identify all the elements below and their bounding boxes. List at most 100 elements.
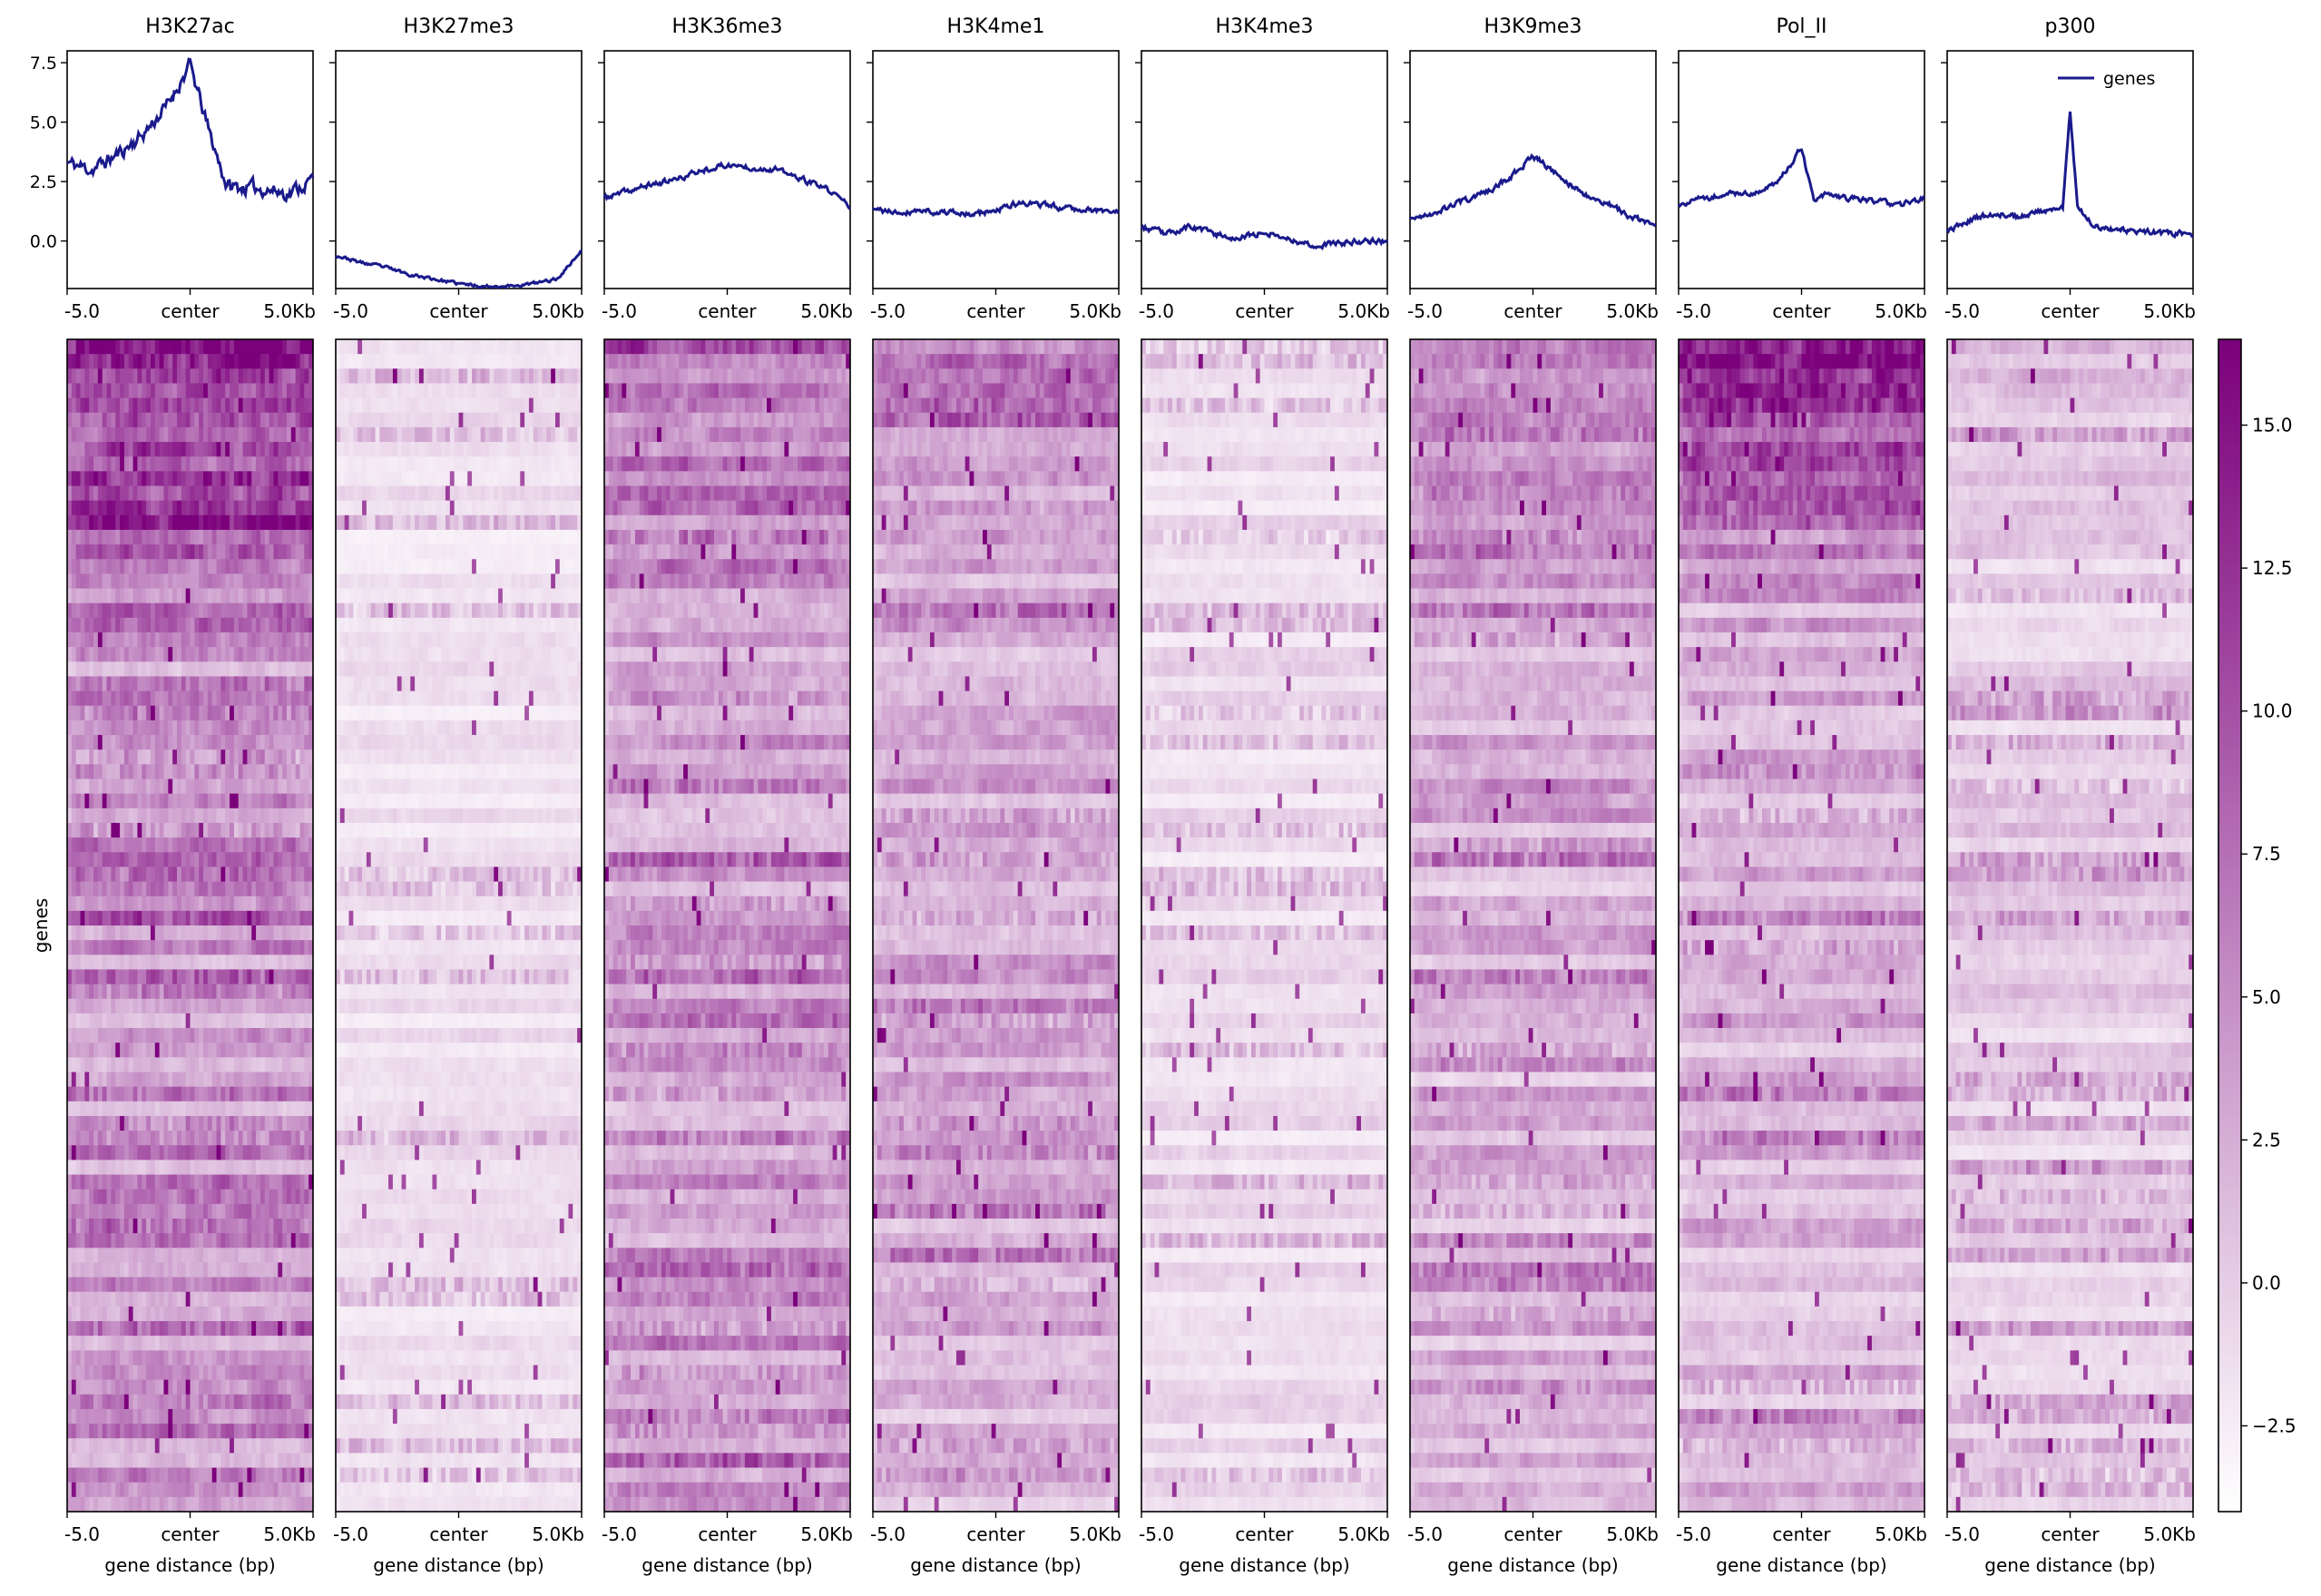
- heat-cell: [111, 720, 116, 736]
- heat-cell: [172, 998, 178, 1014]
- heat-cell: [299, 514, 305, 531]
- heat-cell: [278, 1086, 283, 1102]
- heat-cell: [75, 778, 82, 795]
- heat-cell: [71, 1291, 77, 1307]
- heat-cell: [308, 368, 314, 385]
- heat-cell: [106, 514, 112, 531]
- heat-cell: [176, 867, 182, 883]
- heat-cell: [295, 1043, 301, 1058]
- heat-cell: [150, 544, 156, 560]
- heat-cell: [203, 426, 209, 443]
- heat-cell: [154, 1219, 161, 1234]
- heat-cell: [106, 559, 112, 574]
- heat-cell: [159, 705, 165, 721]
- heat-cell: [290, 778, 297, 795]
- heat-cell: [137, 1160, 142, 1176]
- heat-cell: [199, 1277, 204, 1293]
- heat-cell: [106, 1233, 112, 1248]
- heat-cell: [304, 1291, 309, 1307]
- heat-cell: [308, 1379, 314, 1395]
- heat-cell: [423, 339, 429, 355]
- heat-cell: [181, 852, 187, 867]
- heat-cell: [137, 735, 142, 750]
- heat-cell: [203, 925, 209, 941]
- heat-cell: [339, 456, 346, 472]
- heat-cell: [71, 661, 77, 678]
- heat-cell: [123, 412, 130, 428]
- heat-cell: [80, 720, 85, 736]
- heat-cell: [216, 705, 221, 721]
- heat-cell: [308, 1408, 314, 1425]
- heat-cell: [71, 617, 77, 633]
- heat-cell: [71, 1160, 77, 1176]
- heat-cell: [199, 1248, 204, 1264]
- heat-cell: [273, 808, 279, 824]
- heat-cell: [102, 822, 108, 838]
- heat-cell: [220, 544, 226, 560]
- heat-cell: [242, 1453, 249, 1469]
- heat-cell: [150, 500, 156, 516]
- heat-cell: [251, 661, 257, 678]
- heat-cell: [423, 442, 429, 457]
- heat-cell: [506, 426, 513, 443]
- heat-cell: [308, 1145, 314, 1160]
- heat-cell: [286, 1160, 292, 1176]
- heat-cell: [93, 500, 99, 516]
- heat-cell: [299, 1379, 305, 1395]
- heat-cell: [168, 544, 173, 560]
- heat-cell: [106, 1131, 112, 1146]
- heat-cell: [260, 676, 266, 692]
- heat-cell: [194, 881, 200, 897]
- heat-cell: [260, 647, 266, 662]
- heat-cell: [278, 896, 283, 912]
- heat-cell: [299, 339, 305, 355]
- heat-cell: [299, 1291, 305, 1307]
- heat-cell: [168, 1072, 173, 1088]
- heat-cell: [282, 1365, 288, 1381]
- heat-cell: [84, 778, 90, 795]
- heat-cell: [159, 808, 165, 824]
- heat-cell: [194, 471, 200, 487]
- heat-cell: [89, 1043, 94, 1058]
- heat-cell: [123, 647, 130, 662]
- heat-cell: [242, 544, 249, 560]
- heat-cell: [176, 778, 182, 795]
- heat-cell: [123, 984, 130, 1000]
- heat-cell: [242, 822, 249, 838]
- heat-cell: [216, 1262, 221, 1278]
- heat-cell: [172, 867, 178, 883]
- heat-cell: [247, 955, 252, 971]
- heat-cell: [216, 822, 221, 838]
- heat-cell: [123, 471, 130, 487]
- heat-cell: [102, 1467, 108, 1483]
- heat-cell: [168, 1482, 173, 1498]
- heat-cell: [80, 397, 85, 414]
- heat-cell: [304, 632, 309, 648]
- heat-cell: [304, 690, 309, 707]
- heat-cell: [348, 426, 354, 443]
- heat-cell: [233, 984, 240, 1000]
- heat-cell: [194, 339, 200, 355]
- heat-cell: [278, 647, 283, 662]
- heat-cell: [190, 1174, 195, 1190]
- profile-xtick-label: -5.0: [64, 300, 100, 322]
- heat-cell: [225, 1057, 230, 1073]
- heat-cell: [282, 442, 288, 457]
- heat-cell: [233, 676, 240, 692]
- heat-cell: [123, 955, 130, 971]
- heat-cell: [273, 456, 279, 472]
- heat-cell: [269, 1394, 275, 1410]
- heat-cell: [211, 1336, 218, 1351]
- heat-cell: [247, 1013, 252, 1029]
- heat-cell: [384, 354, 389, 369]
- heat-cell: [194, 808, 200, 824]
- heat-cell: [115, 1248, 121, 1264]
- heat-cell: [247, 559, 252, 574]
- heat-cell: [533, 354, 539, 369]
- heat-cell: [515, 383, 521, 399]
- heat-cell: [304, 1306, 309, 1322]
- heat-cell: [299, 1028, 305, 1043]
- heat-cell: [554, 383, 561, 399]
- heat-cell: [190, 426, 195, 443]
- heat-cell: [93, 720, 99, 736]
